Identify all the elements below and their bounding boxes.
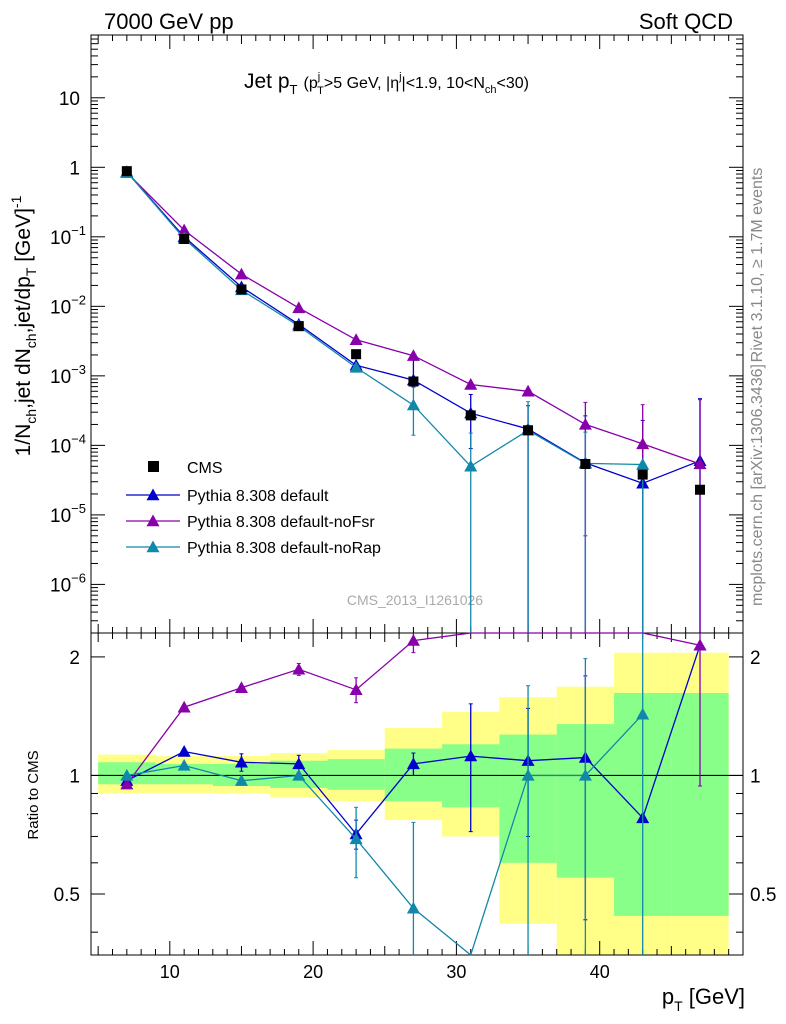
ratio-tick-label-right: 0.5	[750, 885, 776, 906]
ratio-tick-label-right: 1	[750, 766, 761, 787]
header-right: Soft QCD	[639, 9, 733, 34]
ratio-tick-label-left: 1	[69, 766, 80, 787]
ratio-marker-2	[120, 768, 134, 781]
ratio-band-green-4	[327, 759, 385, 790]
ratio-marker-0	[234, 755, 248, 768]
ratio-frame	[90, 632, 744, 956]
series-marker-1	[234, 267, 248, 280]
series-marker-1	[693, 457, 707, 470]
mcplots-source-label: mcplots.cern.ch [arXiv:1306.3436]	[749, 364, 766, 606]
cms-data-point	[695, 484, 706, 495]
y-tick-label: 10−5	[50, 501, 86, 527]
ratio-marker-2	[349, 832, 363, 845]
main-panel: 10−6 10−5 10−4 10−3 10−2 10−1 1 10	[50, 34, 744, 634]
ratio-line-2	[126, 713, 644, 957]
series-marker-2	[636, 458, 650, 470]
series-marker-1	[578, 417, 592, 430]
ratio-marker-1	[406, 634, 420, 646]
ratio-tick-label-left: 2	[69, 648, 80, 669]
cms-data-point	[293, 321, 304, 332]
series-marker-1	[636, 437, 650, 450]
x-axis-label: pT [GeV]	[662, 984, 745, 1014]
x-tick-label-20: 20	[303, 962, 323, 982]
ratio-marker-1	[693, 638, 707, 651]
ratio-marker-1	[234, 681, 248, 693]
cms-data-point	[236, 284, 247, 295]
series-marker-1	[464, 378, 478, 390]
y-tick-label: 10−3	[50, 362, 86, 388]
x-tick-label-10: 10	[160, 962, 180, 982]
ratio-panel: 10 20 30 40 0.5 0.5 1 1 2 2	[54, 632, 776, 982]
cms-data-point	[121, 166, 132, 177]
y-tick-label: 10−2	[50, 292, 86, 318]
cms-data-point	[408, 376, 419, 387]
x-tick-label-40: 40	[590, 962, 610, 982]
cms-data-point	[351, 349, 362, 360]
legend-marker-2	[146, 540, 160, 553]
ratio-marker-1	[292, 662, 306, 675]
cms-data-point	[637, 469, 648, 480]
ratio-marker-0	[292, 757, 306, 770]
y-axis-label: 1/Nch,jet dNch,jet/dpT [GeV]-1	[8, 195, 39, 456]
ratio-marker-2	[578, 768, 592, 781]
cms-data-point	[179, 234, 190, 245]
legend-label-cms: CMS	[187, 460, 223, 477]
legend-label-0: Pythia 8.308 default	[187, 488, 329, 505]
ratio-marker-1	[177, 700, 191, 713]
ratio-tick-label-left: 0.5	[54, 885, 80, 906]
ratio-tick-label-right: 2	[750, 648, 761, 669]
chart-title: Jet pT (pj T>5 GeV, |ηj|<1.9, 10<Nch<30)	[244, 70, 529, 97]
x-tick-label-30: 30	[446, 962, 466, 982]
legend-marker-0	[146, 488, 160, 501]
ratio-marker-2	[292, 768, 306, 781]
series-marker-1	[521, 384, 535, 397]
ratio-marker-2	[636, 707, 650, 720]
ratio-marker-2	[406, 901, 420, 914]
ratio-y-axis-label: Ratio to CMS	[25, 750, 42, 839]
y-tick-label: 10−6	[50, 570, 86, 596]
y-tick-label: 10	[59, 89, 80, 110]
ratio-marker-1	[349, 683, 363, 696]
y-tick-label: 10−4	[50, 431, 86, 457]
series-line-0	[126, 171, 701, 484]
ratio-marker-2	[177, 758, 191, 771]
ratio-marker-1	[120, 777, 134, 790]
series-marker-2	[464, 459, 478, 472]
cms-data-point	[523, 425, 534, 436]
ratio-marker-0	[406, 757, 420, 770]
cms-data-point	[580, 458, 591, 469]
legend-label-2: Pythia 8.308 default-noRap	[187, 540, 381, 557]
y-tick-label: 1	[69, 158, 80, 179]
series-marker-1	[349, 333, 363, 346]
legend-label-1: Pythia 8.308 default-noFsr	[187, 514, 375, 531]
ratio-marker-2	[234, 774, 248, 786]
legend: CMS Pythia 8.308 default Pythia 8.308 defa…	[126, 460, 381, 557]
analysis-watermark: CMS_2013_I1261026	[347, 592, 483, 608]
series-line-2	[126, 171, 643, 468]
ratio-marker-0	[177, 745, 191, 757]
ratio-marker-0	[464, 749, 478, 762]
y-tick-label: 10−1	[50, 223, 86, 249]
cms-data-point	[465, 410, 476, 421]
rivet-version-label: Rivet 3.1.10, ≥ 1.7M events	[749, 168, 766, 363]
series-marker-1	[292, 301, 306, 314]
legend-marker-1	[146, 514, 160, 527]
series-marker-1	[177, 223, 191, 236]
series-marker-2	[406, 398, 420, 411]
series-marker-2	[349, 360, 363, 373]
legend-marker-cms	[148, 461, 159, 472]
header-left: 7000 GeV pp	[104, 9, 234, 34]
ratio-marker-2	[521, 768, 535, 781]
series-marker-1	[406, 349, 420, 361]
